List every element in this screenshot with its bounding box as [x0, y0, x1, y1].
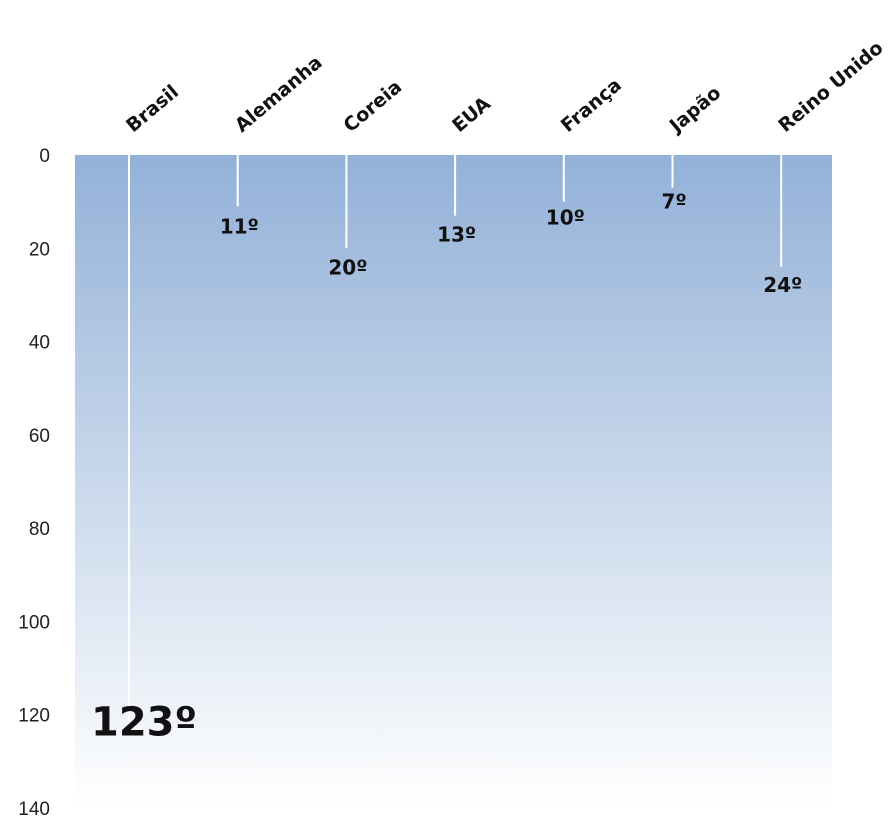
- bar-japao: [671, 155, 674, 188]
- category-label-franca: França: [557, 74, 626, 137]
- y-tick-label-20: 20: [29, 239, 50, 260]
- category-label-brasil: Brasil: [122, 81, 183, 137]
- category-labels-group: Brasil Alemanha Coreia EUA França Japão Reino …: [122, 37, 887, 138]
- data-label-reino-unido: 24º: [763, 273, 802, 297]
- category-label-alemanha: Alemanha: [231, 51, 327, 136]
- data-label-coreia: 20º: [328, 255, 367, 279]
- bar-coreia: [345, 155, 348, 249]
- category-label-japao: Japão: [664, 82, 725, 138]
- y-tick-label-140: 140: [18, 799, 50, 819]
- y-tick-label-60: 60: [29, 426, 50, 447]
- y-tick-label-0: 0: [39, 146, 50, 167]
- data-label-franca: 10º: [546, 206, 585, 230]
- category-label-eua: EUA: [448, 92, 495, 136]
- y-tick-label-120: 120: [18, 706, 50, 727]
- bars-group: [128, 155, 783, 729]
- y-axis-ticks-group: 0 20 40 60 80 100 120 140: [18, 146, 50, 819]
- bar-brasil: [128, 155, 130, 729]
- data-label-brasil: 123º: [91, 700, 197, 746]
- data-label-alemanha: 11º: [220, 214, 259, 238]
- y-tick-label-100: 100: [18, 612, 50, 633]
- category-label-coreia: Coreia: [339, 76, 406, 137]
- y-tick-label-40: 40: [29, 333, 50, 354]
- category-label-reino-unido: Reino Unido: [774, 37, 887, 137]
- bar-alemanha: [236, 155, 239, 207]
- data-labels-group: 123º 11º 20º 13º 10º 7º 24º: [91, 190, 802, 746]
- plot-area-background: [75, 155, 832, 808]
- y-tick-label-80: 80: [29, 519, 50, 540]
- bar-reino-unido: [780, 155, 783, 267]
- bar-eua: [454, 155, 457, 216]
- data-label-eua: 13º: [437, 223, 476, 247]
- data-label-japao: 7º: [662, 190, 687, 214]
- bar-franca: [562, 155, 565, 202]
